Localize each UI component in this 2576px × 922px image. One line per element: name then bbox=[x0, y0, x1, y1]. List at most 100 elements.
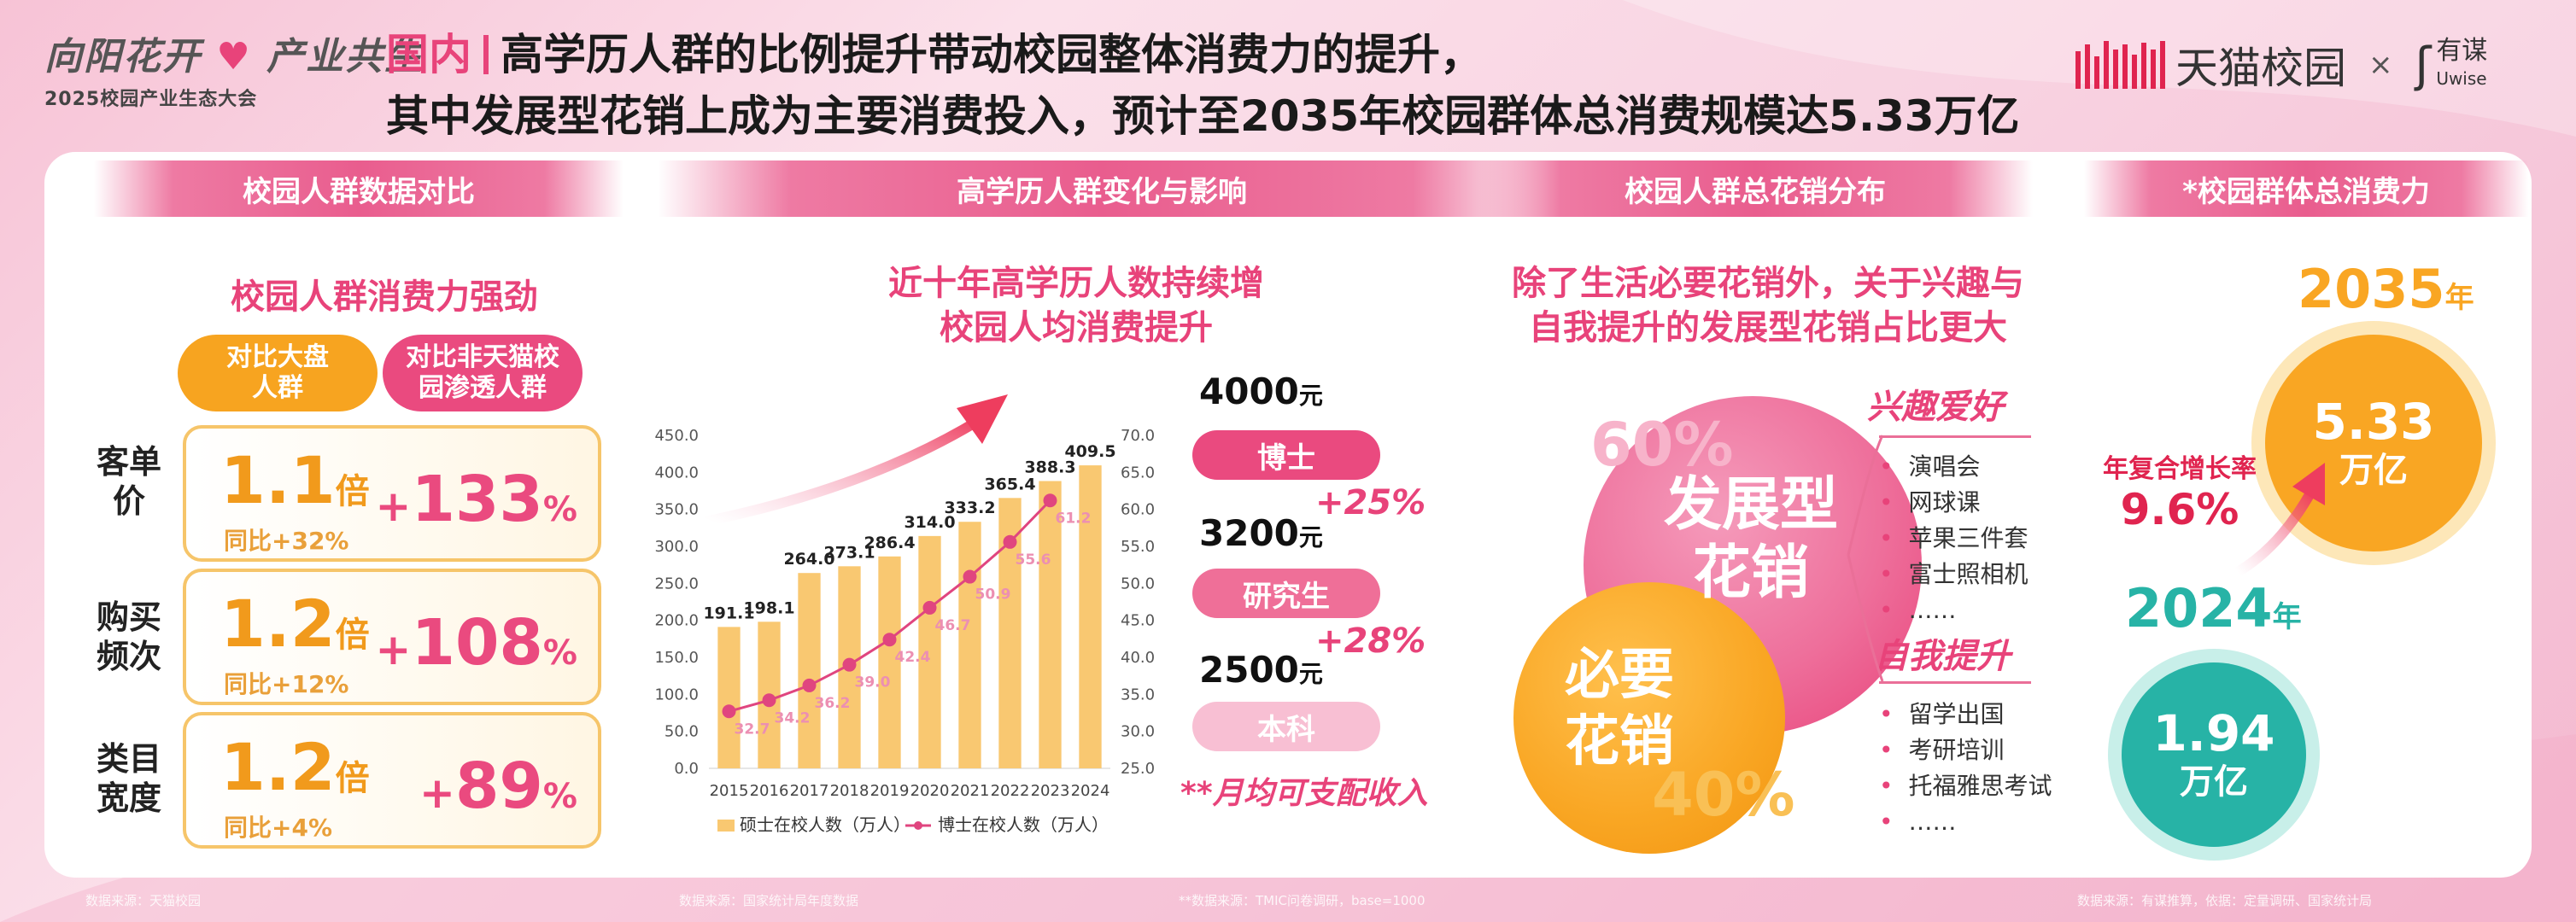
income-note: **月均可支配收入 bbox=[1180, 776, 1428, 811]
income-phd-value: 4000 bbox=[1199, 371, 1299, 412]
list-item: 网球课 bbox=[1879, 485, 2029, 521]
event-logo: 向阳花开 ♥ 产业共生 2025校园产业生态大会 bbox=[44, 26, 424, 111]
category-interest-heading: 兴趣爱好 bbox=[1867, 388, 2004, 427]
y-left-tick-label: 50.0 bbox=[664, 723, 699, 741]
multiplier-unit: 倍 bbox=[335, 759, 370, 798]
uwise-logo-text: 有谋 bbox=[2436, 36, 2488, 66]
y-left-tick-label: 400.0 bbox=[654, 464, 699, 481]
point-label: 39.0 bbox=[855, 674, 891, 692]
bar-master-2015 bbox=[717, 627, 741, 768]
footer-source-2: 数据来源：国家统计局年度数据 bbox=[679, 893, 859, 908]
y-left-tick-label: 350.0 bbox=[654, 501, 699, 519]
metric-yoy: 同比+4% bbox=[224, 814, 332, 842]
point-label: 46.7 bbox=[935, 617, 971, 634]
income-value-master: 3200元 bbox=[1199, 512, 1323, 554]
event-logo-title: 向阳花开 ♥ 产业共生 bbox=[44, 26, 424, 80]
section-title-campus-comparison: 校园人群数据对比 bbox=[94, 160, 624, 217]
development-spending-label: 发展型 花销 bbox=[1663, 471, 1838, 607]
income-bachelor-value: 2500 bbox=[1199, 649, 1299, 691]
bar-label: 409.5 bbox=[1064, 442, 1115, 461]
metric-multiplier: 1.2倍 bbox=[220, 729, 370, 805]
bar-master-2021 bbox=[958, 522, 981, 768]
vs-unit: % bbox=[542, 777, 577, 816]
y-right-tick-label: 50.0 bbox=[1121, 575, 1155, 592]
x-tick-label: 2015 bbox=[710, 782, 749, 800]
legend-bar-swatch bbox=[717, 820, 735, 832]
x-tick-label: 2019 bbox=[870, 782, 910, 800]
tmall-bars-icon bbox=[2075, 41, 2165, 89]
headline-divider bbox=[483, 35, 489, 74]
list-item: 考研培训 bbox=[1879, 732, 2052, 768]
point-label: 36.2 bbox=[815, 695, 851, 712]
multiplier-value: 1.2 bbox=[220, 586, 336, 662]
point-phd-2020 bbox=[922, 600, 937, 615]
category-connector-lines bbox=[1847, 435, 1884, 682]
section-title-higher-edu: 高学历人群变化与影响 bbox=[658, 160, 1546, 217]
income-master-value: 3200 bbox=[1199, 512, 1299, 554]
vs-unit: % bbox=[542, 633, 577, 673]
y-left-tick-label: 150.0 bbox=[654, 649, 699, 667]
metric-card-aov: 1.1倍 同比+32% +133% bbox=[183, 425, 601, 562]
y-right-tick-label: 45.0 bbox=[1121, 612, 1155, 630]
bubble-2035-value: 5.33 bbox=[2312, 393, 2435, 451]
category-self-improvement-underline bbox=[1879, 681, 2031, 684]
bar-master-2017 bbox=[798, 573, 821, 768]
point-label: 42.4 bbox=[895, 649, 931, 666]
year-2024-value: 2024 bbox=[2125, 577, 2273, 639]
pill-vs-market: 对比大盘 人群 bbox=[178, 335, 378, 411]
y-left-tick-label: 200.0 bbox=[654, 612, 699, 630]
point-label: 34.2 bbox=[775, 709, 811, 727]
headline-tag: 国内 bbox=[386, 30, 471, 79]
row-label-category-breadth: 类目 宽度 bbox=[96, 740, 161, 817]
x-tick-label: 2022 bbox=[991, 782, 1030, 800]
metric-vs: +108% bbox=[375, 606, 577, 680]
point-phd-2017 bbox=[802, 678, 817, 692]
bar-label: 264.0 bbox=[783, 550, 834, 569]
cagr-arrow-icon bbox=[2233, 463, 2325, 577]
metric-vs: +89% bbox=[419, 750, 577, 823]
cagr-block: 年复合增长率 9.6% bbox=[2103, 447, 2257, 534]
s2-subtitle: 近十年高学历人数持续增 校园人均消费提升 bbox=[888, 264, 1264, 347]
list-item: 富士照相机 bbox=[1879, 557, 2029, 592]
bar-master-2019 bbox=[878, 556, 901, 768]
development-spending-pct: 60% bbox=[1590, 410, 1734, 480]
bar-master-2024 bbox=[1079, 465, 1102, 768]
category-interest-list: 演唱会 网球课 苹果三件套 富士照相机 …… bbox=[1879, 449, 2029, 628]
year-2024: 2024年 bbox=[2125, 577, 2302, 639]
metric-multiplier: 1.2倍 bbox=[220, 586, 370, 662]
s3-subtitle: 除了生活必要花销外，关于兴趣与 自我提升的发展型花销占比更大 bbox=[1512, 264, 2024, 347]
y-left-tick-label: 300.0 bbox=[654, 538, 699, 556]
brand-separator: × bbox=[2368, 48, 2393, 82]
metric-yoy: 同比+12% bbox=[224, 670, 349, 698]
row-label-frequency: 购买 频次 bbox=[96, 598, 161, 675]
footer-source-3: **数据来源：TMIC问卷调研，base=1000 bbox=[1179, 893, 1426, 908]
vs-unit: % bbox=[542, 490, 577, 529]
necessary-spending-circle bbox=[1513, 582, 1785, 854]
uwise-logo-sub: Uwise bbox=[2436, 68, 2487, 89]
bar-label: 286.4 bbox=[864, 534, 915, 552]
y-right-tick-label: 55.0 bbox=[1121, 538, 1155, 556]
pill-vs-market-text: 对比大盘 人群 bbox=[226, 342, 329, 403]
income-bachelor-unit: 元 bbox=[1298, 660, 1323, 688]
multiplier-unit: 倍 bbox=[335, 616, 370, 655]
y-right-tick-label: 30.0 bbox=[1121, 723, 1155, 741]
income-master-unit: 元 bbox=[1298, 523, 1323, 551]
income-pct-master: +28% bbox=[1315, 621, 1426, 661]
multiplier-value: 1.2 bbox=[220, 729, 336, 805]
list-item: 演唱会 bbox=[1879, 449, 2029, 485]
cagr-label: 年复合增长率 bbox=[2103, 454, 2257, 484]
vs-value: 89 bbox=[454, 750, 543, 823]
y-right-tick-label: 60.0 bbox=[1121, 501, 1155, 519]
uwise-mark-icon: ʃ bbox=[2415, 37, 2432, 93]
section-title-spending-distribution: 校园人群总花销分布 bbox=[1478, 160, 2033, 217]
higher-edu-chart: 450.0 400.0 350.0 300.0 250.0 200.0 150.0 100.0… bbox=[654, 427, 1155, 835]
legend-line-marker bbox=[914, 821, 922, 830]
income-pill-phd: 博士 bbox=[1192, 430, 1380, 480]
bubble-2024: 1.94 万亿 bbox=[2122, 662, 2306, 847]
metric-yoy: 同比+32% bbox=[224, 527, 349, 555]
bar-label: 191.1 bbox=[703, 604, 754, 622]
x-tick-label: 2024 bbox=[1071, 782, 1110, 800]
bubble-2035-unit: 万亿 bbox=[2339, 451, 2408, 490]
y-left-tick-label: 450.0 bbox=[654, 427, 699, 445]
category-interest-underline bbox=[1879, 435, 2031, 438]
